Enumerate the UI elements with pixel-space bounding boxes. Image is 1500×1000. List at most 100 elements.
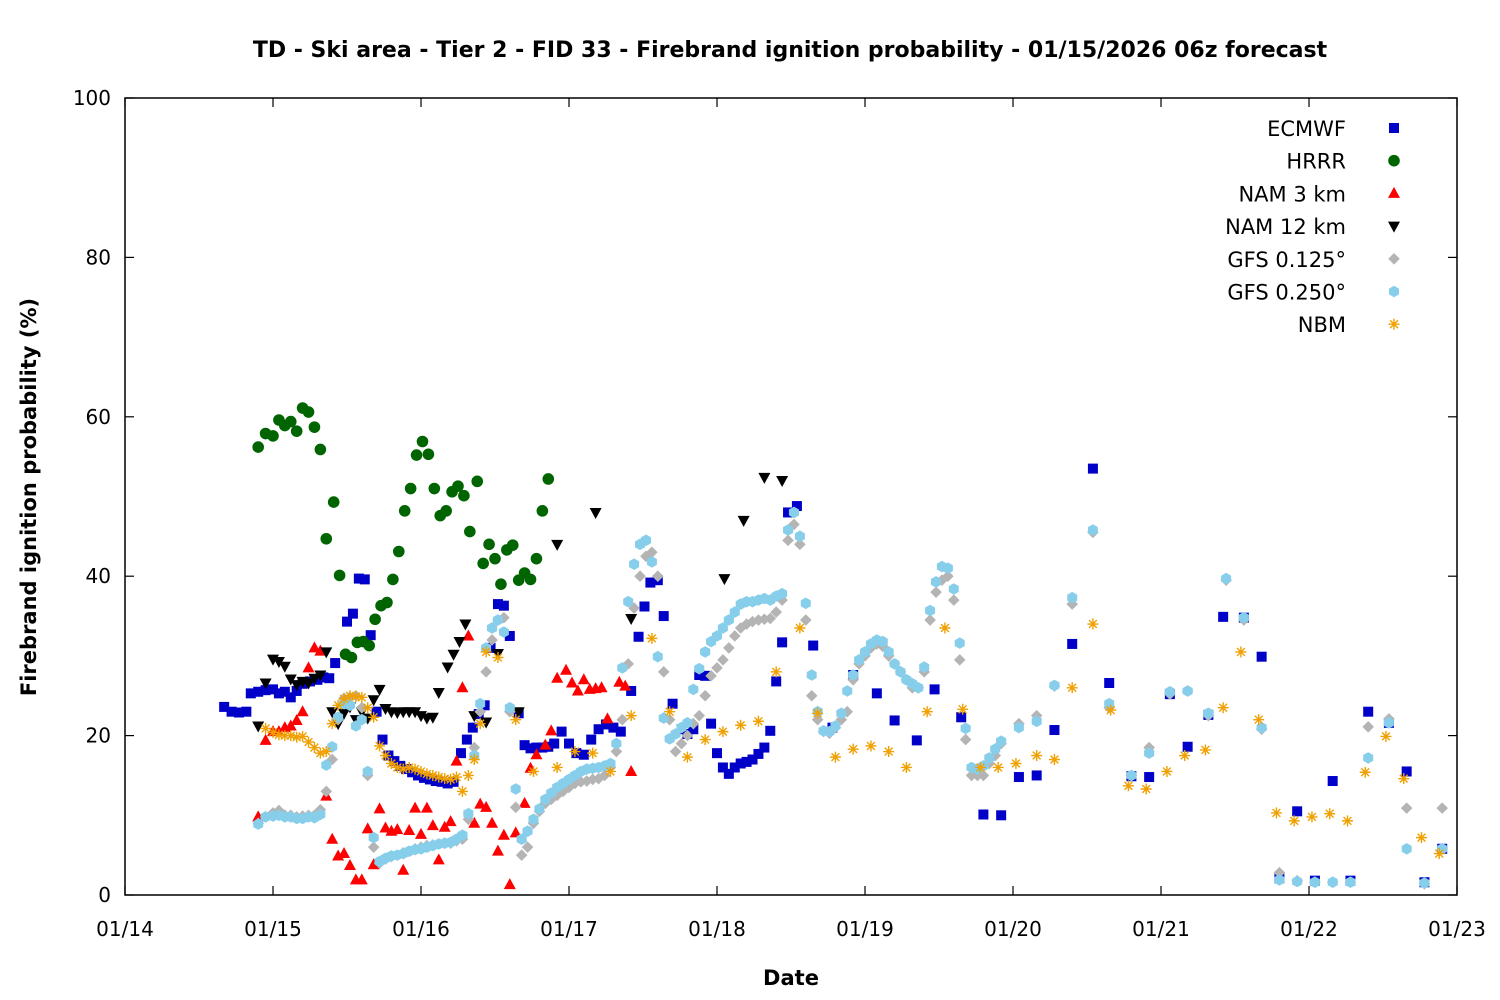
data-point — [303, 736, 315, 748]
data-point — [393, 545, 405, 558]
x-tick-label: 01/19 — [836, 917, 894, 941]
data-point — [320, 785, 333, 798]
data-point — [259, 733, 272, 745]
data-point — [461, 734, 472, 745]
data-point — [404, 482, 417, 495]
data-point — [1270, 807, 1282, 819]
data-point — [491, 844, 504, 856]
data-point — [694, 662, 705, 675]
data-point — [252, 721, 265, 733]
data-point — [1401, 766, 1412, 777]
data-point — [1066, 682, 1078, 694]
data-point — [398, 505, 411, 517]
data-point — [808, 640, 819, 651]
data-point — [1436, 802, 1448, 814]
data-point — [625, 710, 637, 722]
data-point — [290, 713, 303, 725]
data-point — [978, 809, 989, 820]
data-point — [342, 616, 352, 627]
data-point — [361, 822, 374, 834]
data-point — [652, 650, 663, 663]
data-point — [549, 738, 560, 749]
data-point — [1292, 875, 1303, 888]
data-point — [623, 595, 634, 608]
data-point — [1359, 766, 1371, 778]
data-point — [233, 707, 244, 718]
data-point — [374, 740, 386, 752]
data-point — [420, 801, 433, 813]
data-point — [700, 670, 711, 681]
data-point — [1221, 572, 1232, 585]
data-point — [457, 829, 468, 841]
data-point — [519, 740, 530, 751]
data-point — [321, 759, 332, 771]
data-point — [308, 742, 320, 754]
data-point — [625, 764, 638, 776]
data-point — [447, 649, 460, 661]
data-point — [480, 666, 492, 678]
data-point — [350, 691, 362, 703]
data-point — [421, 768, 433, 780]
data-point — [1363, 706, 1374, 717]
legend-marker — [1388, 154, 1400, 167]
data-point — [475, 697, 486, 710]
data-point — [563, 781, 575, 794]
data-point — [426, 819, 439, 831]
data-point — [753, 748, 764, 759]
data-point — [996, 735, 1007, 747]
y-tick-label: 0 — [98, 883, 111, 907]
data-point — [587, 747, 599, 759]
data-point — [462, 629, 475, 641]
data-point — [765, 725, 776, 736]
x-tick-label: 01/20 — [984, 917, 1042, 941]
series-1 — [252, 402, 555, 664]
data-point — [883, 646, 894, 658]
data-point — [1104, 677, 1115, 688]
data-point — [829, 751, 841, 763]
data-point — [883, 746, 895, 758]
data-point — [1401, 843, 1412, 855]
data-point — [284, 719, 297, 731]
data-point — [415, 827, 427, 839]
data-point — [681, 729, 694, 742]
data-point — [509, 801, 522, 814]
data-point — [338, 847, 351, 859]
data-point — [1140, 783, 1152, 795]
data-point — [456, 681, 469, 693]
data-point — [1164, 686, 1175, 698]
data-point — [895, 666, 906, 678]
data-point — [551, 671, 564, 683]
data-point — [487, 622, 498, 634]
data-point — [391, 761, 403, 773]
data-point — [629, 558, 640, 570]
data-point — [675, 737, 688, 750]
data-point — [556, 726, 567, 737]
x-tick-label: 01/22 — [1280, 917, 1338, 941]
data-point — [320, 647, 333, 659]
data-point — [996, 810, 1007, 821]
data-point — [954, 637, 965, 649]
data-point — [974, 761, 986, 773]
data-point — [428, 482, 441, 495]
data-point — [729, 762, 740, 773]
data-point — [771, 676, 782, 687]
data-point — [667, 698, 678, 709]
data-point — [806, 669, 817, 681]
data-point — [442, 778, 453, 789]
data-point — [865, 740, 877, 752]
data-point — [770, 606, 782, 618]
data-point — [497, 828, 510, 840]
data-point — [1218, 611, 1229, 622]
data-point — [617, 662, 628, 674]
data-point — [652, 570, 664, 582]
data-point — [356, 713, 367, 726]
data-point — [525, 743, 536, 754]
data-point — [794, 538, 806, 551]
axis-ticks: 01/14 01/15 01/16 01/17 01/18 01/19 01/20 01/21… — [73, 86, 1486, 941]
data-point — [471, 475, 484, 488]
data-point — [752, 715, 764, 727]
data-point — [551, 761, 563, 773]
data-point — [356, 691, 368, 703]
data-point — [741, 756, 752, 767]
